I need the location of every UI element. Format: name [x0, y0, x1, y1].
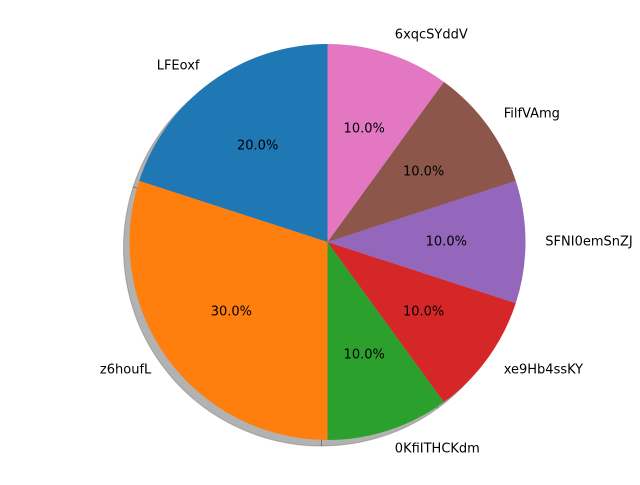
pie-category-label-sfni0emsnzj: SFNI0emSnZJ: [545, 235, 632, 250]
pie-slice-sfni0emsnzj: [327, 180, 526, 304]
pie-slice-0kfiithckdm: [327, 242, 444, 440]
pie-percent-label-lfeoxf: 20.0%: [237, 138, 278, 153]
pie-slice-z6houfl: [129, 180, 328, 441]
pie-percent-label-0kfiithckdm: 10.0%: [344, 347, 385, 362]
pie-percent-label-z6houfl: 30.0%: [211, 304, 252, 319]
pie-slice-6xqcsyddv: [327, 44, 444, 242]
pie-category-label-lfeoxf: LFEoxf: [157, 58, 200, 73]
pie-percent-label-xe9hb4ssky: 10.0%: [403, 304, 444, 319]
pie-slice-lfeoxf: [139, 44, 328, 242]
pie-category-label-z6houfl: z6houfL: [100, 363, 152, 378]
pie-category-label-xe9hb4ssky: xe9Hb4ssKY: [504, 363, 583, 378]
pie-slice-xe9hb4ssky: [327, 242, 516, 403]
pie-slice-filfvamg: [327, 81, 516, 242]
pie-category-label-0kfiithckdm: 0KfiITHCKdm: [395, 442, 480, 457]
pie-category-label-6xqcsyddv: 6xqcSYddV: [395, 27, 468, 42]
pie-percent-label-filfvamg: 10.0%: [403, 165, 444, 180]
pie-category-label-filfvamg: FilfVAmg: [504, 106, 560, 121]
pie-labels: 20.0% LFEoxf 30.0% z6houfL 10.0% 0KfiITHCKdm 1…: [100, 27, 633, 456]
pie-percent-label-sfni0emsnzj: 10.0%: [426, 235, 467, 250]
pie-percent-label-6xqcsyddv: 10.0%: [344, 122, 385, 137]
pie-wedges: [129, 44, 526, 441]
